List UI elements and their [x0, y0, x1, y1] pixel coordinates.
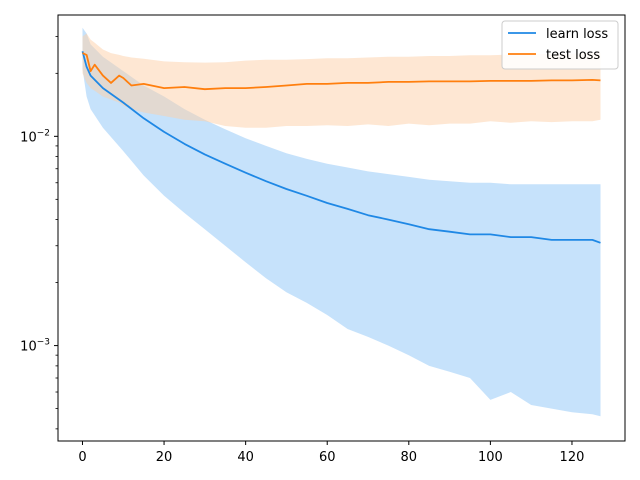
x-tick-label: 40 [237, 450, 254, 465]
x-tick-label: 100 [478, 450, 503, 465]
y-tick-label: 10−3 [20, 338, 50, 355]
x-tick-label: 120 [560, 450, 585, 465]
x-tick-label: 60 [319, 450, 336, 465]
plot-frame [57, 14, 626, 442]
y-axis: 10−3 10−2 [20, 36, 58, 430]
learn-loss-legend-label: learn loss [546, 27, 608, 42]
series-lines [81, 51, 601, 244]
legend: learn loss test loss [501, 20, 619, 70]
x-tick-label: 20 [156, 450, 173, 465]
x-axis: 0 20 40 60 80 100 120 [78, 441, 584, 465]
x-tick-label: 0 [78, 450, 86, 465]
test-loss-band [82, 33, 601, 128]
y-tick-label: 10−2 [20, 128, 50, 145]
learn-loss-line [81, 51, 601, 244]
learn-loss-band [82, 27, 601, 417]
confidence-bands [82, 27, 601, 417]
test-loss-legend-label: test loss [546, 48, 600, 63]
x-tick-label: 80 [401, 450, 418, 465]
test-loss-line [82, 52, 601, 91]
